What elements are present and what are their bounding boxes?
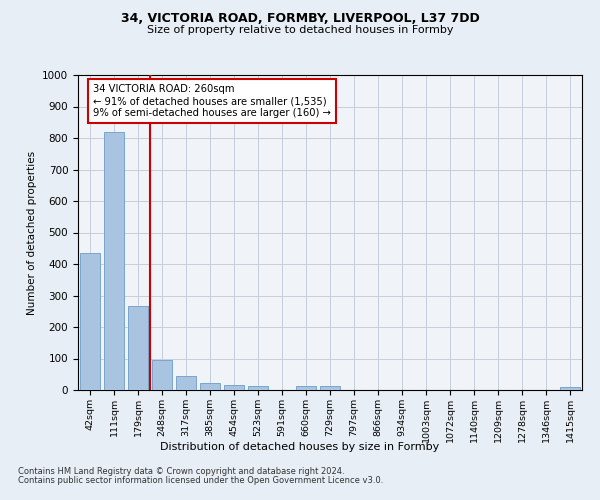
Bar <box>248 386 268 390</box>
Bar <box>224 384 244 390</box>
Bar <box>296 386 316 390</box>
Text: Contains HM Land Registry data © Crown copyright and database right 2024.: Contains HM Land Registry data © Crown c… <box>18 468 344 476</box>
Bar <box>152 360 172 390</box>
Text: Contains public sector information licensed under the Open Government Licence v3: Contains public sector information licen… <box>18 476 383 485</box>
Bar <box>320 386 340 390</box>
Bar <box>80 253 100 390</box>
Text: 34 VICTORIA ROAD: 260sqm
← 91% of detached houses are smaller (1,535)
9% of semi: 34 VICTORIA ROAD: 260sqm ← 91% of detach… <box>93 84 331 117</box>
Bar <box>104 132 124 390</box>
Text: Size of property relative to detached houses in Formby: Size of property relative to detached ho… <box>147 25 453 35</box>
Bar <box>200 383 220 390</box>
Y-axis label: Number of detached properties: Number of detached properties <box>26 150 37 314</box>
Bar <box>128 306 148 390</box>
Bar <box>560 387 580 390</box>
Text: Distribution of detached houses by size in Formby: Distribution of detached houses by size … <box>160 442 440 452</box>
Text: 34, VICTORIA ROAD, FORMBY, LIVERPOOL, L37 7DD: 34, VICTORIA ROAD, FORMBY, LIVERPOOL, L3… <box>121 12 479 26</box>
Bar <box>176 376 196 390</box>
